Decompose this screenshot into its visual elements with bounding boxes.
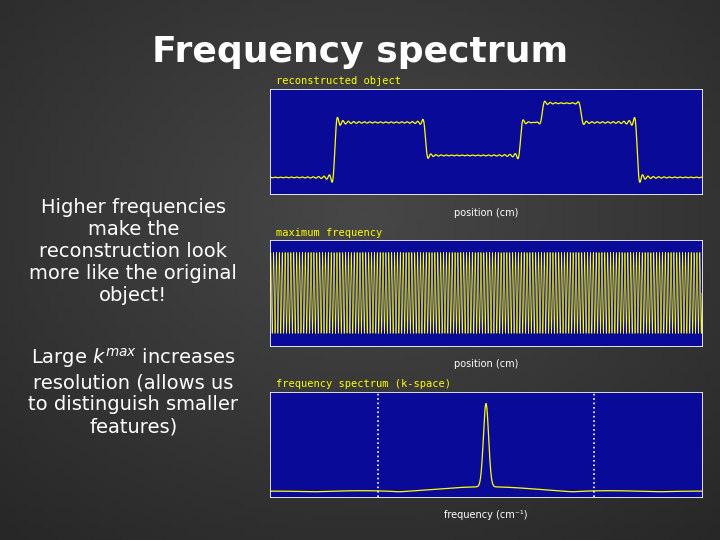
Text: position (cm): position (cm) — [454, 359, 518, 369]
Text: Large $\it{k}^{max}$ increases
resolution (allows us
to distinguish smaller
feat: Large $\it{k}^{max}$ increases resolutio… — [28, 347, 238, 436]
Text: Frequency spectrum: Frequency spectrum — [152, 35, 568, 69]
Text: reconstructed object: reconstructed object — [276, 76, 401, 86]
Text: frequency spectrum (k-space): frequency spectrum (k-space) — [276, 379, 451, 389]
Text: frequency (cm⁻¹): frequency (cm⁻¹) — [444, 510, 528, 521]
Text: Higher frequencies
make the
reconstruction look
more like the original
object!: Higher frequencies make the reconstructi… — [30, 198, 237, 305]
Text: maximum frequency: maximum frequency — [276, 227, 382, 238]
Text: position (cm): position (cm) — [454, 208, 518, 218]
